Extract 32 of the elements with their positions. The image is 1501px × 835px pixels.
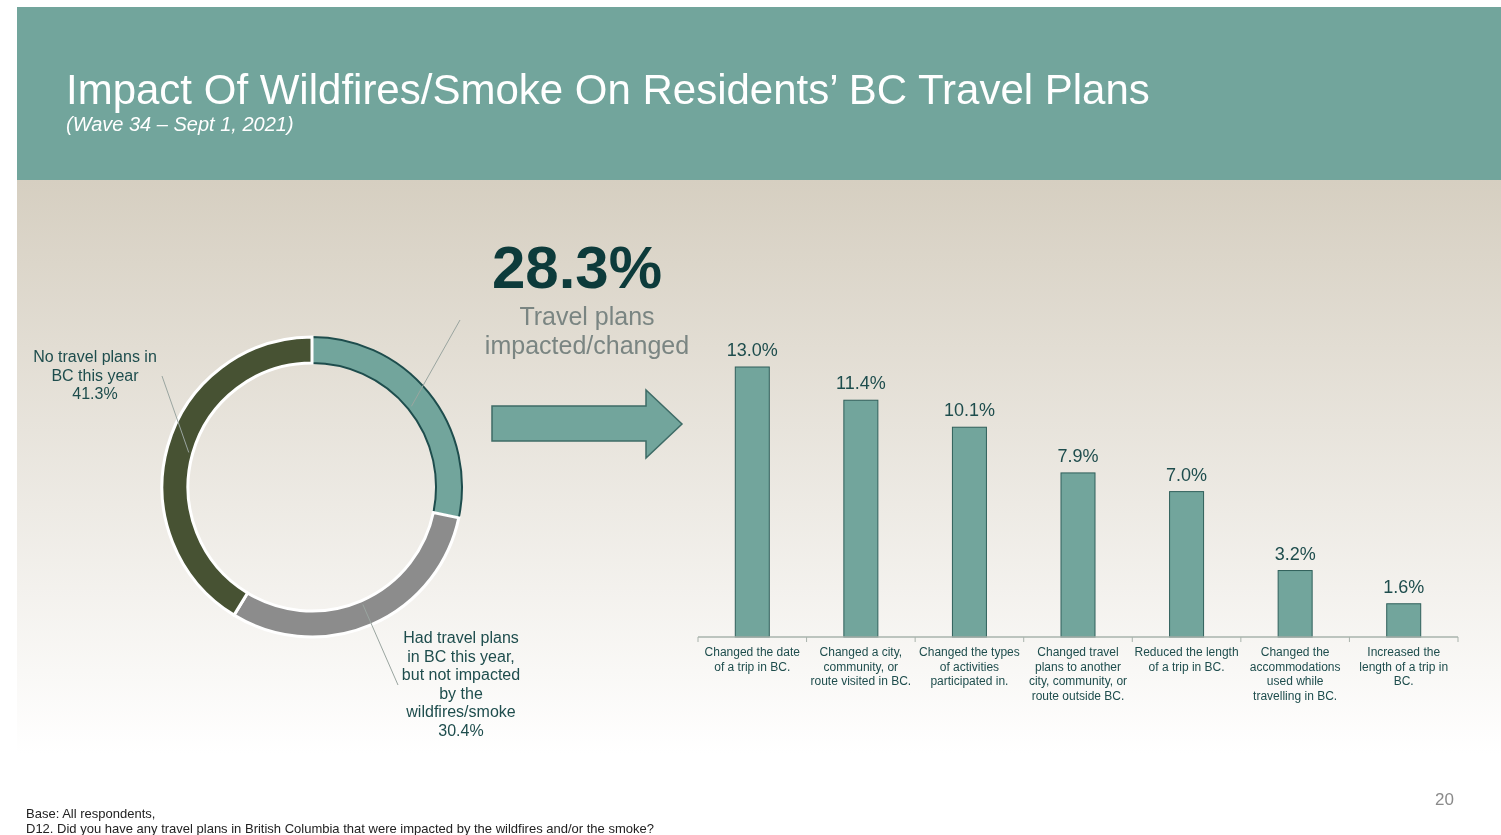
chart-subtitle: (Wave 34 – Sept 1, 2021) — [66, 113, 294, 135]
x-tick-label: Changed the types of activities participated in. — [919, 645, 1020, 689]
data-label: 1.6% — [1383, 576, 1425, 597]
data-label: 7.0% — [1166, 464, 1208, 485]
data-label: 28.3% — [491, 234, 663, 301]
bar — [951, 426, 987, 638]
bar — [1060, 472, 1096, 638]
x-tick-label: Increased the length of a trip in BC. — [1359, 645, 1449, 689]
bar — [843, 399, 879, 638]
donut-slice — [311, 336, 463, 519]
data-label: 10.1% — [943, 400, 995, 421]
bar — [1386, 603, 1422, 638]
data-label: 3.2% — [1274, 543, 1316, 564]
slice-label: No travel plans in BC this year — [33, 348, 157, 384]
slice-label: Had travel plans in BC this year, but not impacted by the wildfires/smoke — [401, 629, 521, 721]
text: 20 — [1435, 790, 1454, 809]
bar — [1277, 570, 1313, 638]
x-tick-label: Changed a city, community, or route visited in BC. — [810, 645, 912, 689]
data-label: 7.9% — [1057, 445, 1099, 466]
slice-label: Travel plans impacted/changed — [484, 302, 690, 359]
bar — [734, 366, 770, 638]
data-label: 41.3% — [72, 385, 118, 403]
bar — [1169, 491, 1205, 638]
text: Base: All respondents, D12. Did you have any travel plans in British Columbia that were impacted by the wildfires and/or the smoke? — [26, 806, 654, 835]
x-tick-label: Changed the accommodations used while travelling in BC. — [1249, 645, 1341, 703]
data-label: 11.4% — [836, 373, 886, 394]
data-label: 13.0% — [726, 340, 778, 360]
chart-title: Impact Of Wildfires/Smoke On Residents’ BC Travel Plans — [66, 66, 1150, 113]
x-tick-label: Changed the date of a trip in BC. — [704, 645, 801, 674]
x-tick-label: Changed travel plans to another city, community, or route outside BC. — [1028, 645, 1128, 703]
x-tick-label: Reduced the length of a trip in BC. — [1134, 645, 1239, 674]
data-label: 30.4% — [438, 722, 484, 739]
